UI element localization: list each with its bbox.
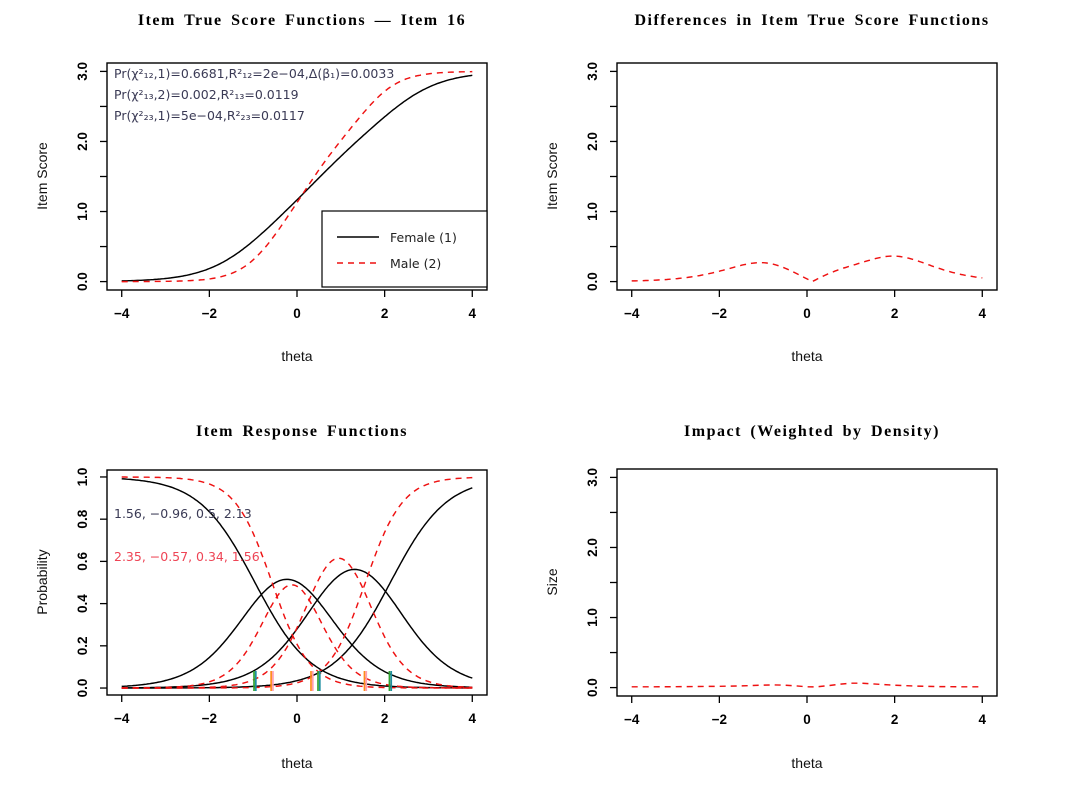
tl-x-tick-label: −4: [114, 306, 130, 321]
tl-y-tick-label: 1.0: [75, 202, 90, 221]
y-axis-label-tl: Item Score: [34, 142, 50, 210]
female-category-1: [121, 578, 473, 688]
br-x-tick-label: 4: [979, 712, 987, 727]
tl-y-tick-label: 0.0: [75, 272, 90, 291]
bl-y-tick-label: 0.2: [75, 636, 90, 655]
male-category-2: [121, 557, 473, 689]
male-true-score-curve: [121, 70, 473, 283]
male-category-3: [121, 476, 473, 689]
tr-y-tick-label: 3.0: [585, 62, 600, 81]
br-y-tick-label: 1.0: [585, 608, 600, 627]
dif-stats-line-2: Pr(χ²₁₃,2)=0.002,R²₁₃=0.0119: [114, 87, 299, 102]
male-category-1: [121, 584, 473, 689]
bl-x-tick-label: 2: [381, 711, 389, 726]
y-axis-label-br: Size: [544, 568, 560, 596]
bl-x-tick-label: −4: [114, 711, 130, 726]
br-x-tick-label: −2: [712, 712, 727, 727]
tr-x-tick-label: −2: [712, 306, 727, 321]
y-axis-label-tr: Item Score: [544, 142, 560, 210]
tl-x-tick-label: −2: [202, 306, 217, 321]
tr-x-tick-label: −4: [624, 306, 640, 321]
br-plot-frame: [616, 468, 998, 697]
dif-stats-line-1: Pr(χ²₁₂,1)=0.6681,R²₁₂=2e−04,Δ(β₁)=0.003…: [114, 66, 395, 81]
tr-plot-frame: [616, 62, 998, 291]
tl-x-tick-label: 0: [293, 306, 301, 321]
bl-y-tick-label: 0.6: [75, 552, 90, 571]
tr-x-tick-label: 4: [979, 306, 987, 321]
br-x-tick-label: 0: [803, 712, 811, 727]
female-item-parameters: 1.56, −0.96, 0.5, 2.13: [114, 506, 252, 521]
br-y-tick-label: 3.0: [585, 468, 600, 487]
panel-title-impact: Impact (Weighted by Density): [684, 423, 940, 440]
y-axis-label-bl: Probability: [34, 549, 50, 615]
tr-y-tick-label: 1.0: [585, 202, 600, 221]
tr-y-tick-label: 2.0: [585, 132, 600, 151]
tr-x-tick-label: 0: [803, 306, 811, 321]
female-true-score-curve: [121, 74, 473, 282]
x-axis-label-tl: theta: [281, 348, 313, 364]
panel-title-differences: Differences in Item True Score Functions: [634, 12, 990, 29]
male-item-parameters: 2.35, −0.57, 0.34, 1.56: [114, 549, 260, 564]
x-axis-label-br: theta: [791, 755, 823, 771]
tr-x-tick-label: 2: [891, 306, 899, 321]
tl-y-tick-label: 2.0: [75, 132, 90, 151]
bl-x-tick-label: −2: [202, 711, 217, 726]
panel-title-true-score: Item True Score Functions — Item 16: [137, 12, 467, 29]
tl-y-tick-label: 3.0: [75, 62, 90, 81]
bl-y-tick-label: 0.0: [75, 679, 90, 698]
br-y-tick-label: 2.0: [585, 538, 600, 557]
male-category-0: [121, 476, 473, 689]
abs-difference-curve: [631, 255, 983, 283]
bl-y-tick-label: 1.0: [75, 468, 90, 487]
tr-y-tick-label: 0.0: [585, 272, 600, 291]
panel-title-irf: Item Response Functions: [195, 423, 409, 440]
bl-y-tick-label: 0.8: [75, 509, 90, 528]
legend-label-male: Male (2): [390, 256, 442, 271]
legend-box: [321, 210, 488, 288]
legend-label-female: Female (1): [390, 230, 457, 245]
dif-stats-line-3: Pr(χ²₂₃,1)=5e−04,R²₂₃=0.0117: [114, 108, 305, 123]
x-axis-label-tr: theta: [791, 348, 823, 364]
bl-x-tick-label: 4: [469, 711, 477, 726]
br-x-tick-label: −4: [624, 712, 640, 727]
x-axis-label-bl: theta: [281, 755, 313, 771]
br-x-tick-label: 2: [891, 712, 899, 727]
bl-x-tick-label: 0: [293, 711, 301, 726]
br-y-tick-label: 0.0: [585, 678, 600, 697]
bl-y-tick-label: 0.4: [75, 594, 90, 613]
tl-x-tick-label: 2: [381, 306, 389, 321]
tl-x-tick-label: 4: [469, 306, 477, 321]
impact-curve: [631, 682, 983, 688]
